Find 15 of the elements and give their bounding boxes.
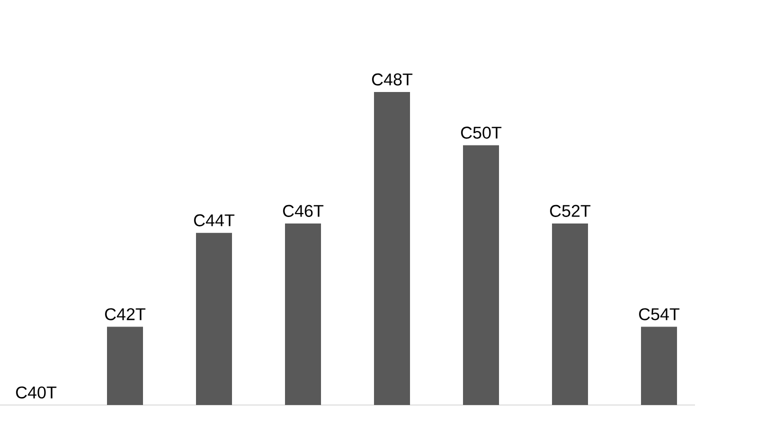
bar (196, 232, 232, 405)
x-tick-label: C48T (372, 73, 412, 86)
x-tick-label: C46T (283, 204, 324, 217)
x-tick-label: C54T (639, 308, 680, 320)
bar (107, 326, 143, 405)
x-tick-label: C52T (550, 204, 590, 217)
x-tick-label: C42T (105, 308, 146, 320)
x-tick-label: C44T (194, 214, 234, 226)
x-tick-label: C50T (461, 126, 502, 139)
bar (641, 326, 678, 405)
bar (463, 145, 500, 405)
x-tick-label: C40T (16, 386, 56, 398)
bar (285, 223, 322, 405)
bar (374, 92, 410, 405)
bar (552, 223, 588, 405)
